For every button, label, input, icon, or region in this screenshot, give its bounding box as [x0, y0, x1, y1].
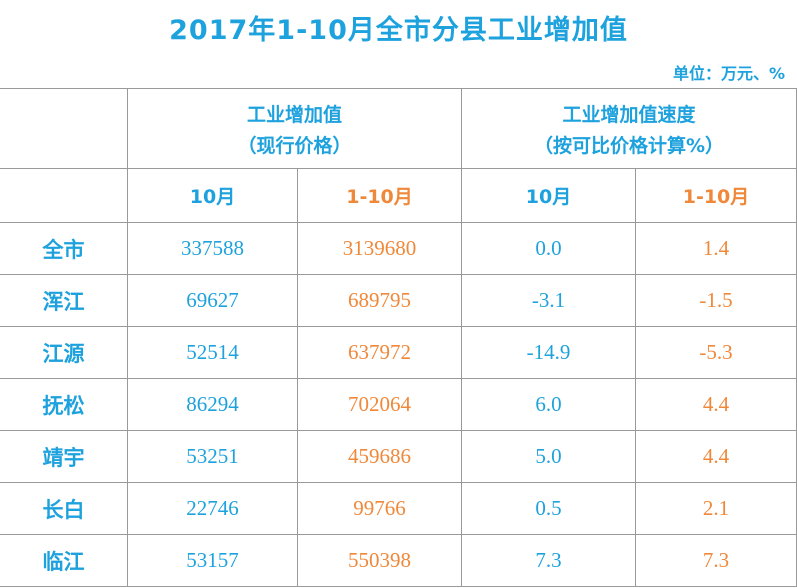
data-cell: -1.5: [636, 275, 797, 327]
data-cell: 52514: [128, 327, 298, 379]
data-cell: 459686: [298, 431, 462, 483]
row-label-text: 全市: [42, 237, 85, 262]
data-cell: 0.5: [462, 483, 636, 535]
corner-cell: [0, 169, 128, 223]
cell-value: 53251: [186, 444, 239, 468]
cell-value: 337588: [181, 236, 244, 260]
data-cell: 6.0: [462, 379, 636, 431]
cell-value: 69627: [186, 288, 239, 312]
data-cell: 637972: [298, 327, 462, 379]
row-label: 江源: [0, 327, 128, 379]
row-label-text: 江源: [42, 341, 85, 366]
data-cell: 550398: [298, 535, 462, 587]
cell-value: -14.9: [526, 340, 571, 364]
title: 2017年1-10月全市分县工业增加值: [169, 15, 628, 46]
cell-value: 550398: [348, 548, 411, 572]
sub-header-text: 10月: [525, 186, 572, 208]
data-cell: 337588: [128, 223, 298, 275]
cell-value: -5.3: [699, 340, 733, 364]
cell-value: 86294: [186, 392, 239, 416]
group-header-line: 工业增加值速度: [562, 103, 696, 126]
sub-header-text: 1-10月: [682, 186, 750, 208]
cell-value: 459686: [348, 444, 411, 468]
data-cell: 4.4: [636, 431, 797, 483]
data-cell: 1.4: [636, 223, 797, 275]
data-cell: 3139680: [298, 223, 462, 275]
row-label: 临江: [0, 535, 128, 587]
row-label: 靖宇: [0, 431, 128, 483]
cell-value: 3139680: [342, 236, 417, 260]
data-cell: 7.3: [462, 535, 636, 587]
group-header: 工业增加值速度 （按可比价格计算%）: [462, 89, 797, 169]
data-cell: 99766: [298, 483, 462, 535]
cell-value: 637972: [348, 340, 411, 364]
data-cell: -5.3: [636, 327, 797, 379]
group-header: 工业增加值 （现行价格）: [128, 89, 462, 169]
cell-value: 1.4: [702, 236, 730, 260]
cell-value: 0.5: [535, 496, 562, 520]
cell-value: -1.5: [699, 288, 733, 312]
data-cell: -14.9: [462, 327, 636, 379]
cell-value: 6.0: [535, 392, 562, 416]
cell-value: 5.0: [535, 444, 562, 468]
data-cell: 86294: [128, 379, 298, 431]
data-cell: 689795: [298, 275, 462, 327]
cell-value: 52514: [186, 340, 239, 364]
corner-cell: [0, 89, 128, 169]
data-cell: 5.0: [462, 431, 636, 483]
row-label: 抚松: [0, 379, 128, 431]
data-cell: 702064: [298, 379, 462, 431]
unit: 单位：万元、%: [672, 64, 785, 83]
group-header-line: （现行价格）: [237, 134, 352, 157]
sub-header: 1-10月: [298, 169, 462, 223]
row-label-text: 浑江: [42, 289, 85, 314]
cell-value: 99766: [353, 496, 406, 520]
sub-header: 10月: [462, 169, 636, 223]
cell-value: 2.1: [702, 496, 730, 520]
data-cell: 7.3: [636, 535, 797, 587]
row-label: 浑江: [0, 275, 128, 327]
row-label-text: 长白: [42, 497, 85, 522]
row-label: 长白: [0, 483, 128, 535]
group-header-line: （按可比价格计算%）: [533, 134, 725, 157]
cell-value: 7.3: [702, 548, 730, 572]
data-cell: 69627: [128, 275, 298, 327]
cell-value: 53157: [186, 548, 239, 572]
data-cell: 4.4: [636, 379, 797, 431]
row-label-text: 靖宇: [42, 445, 85, 470]
cell-value: -3.1: [531, 288, 566, 312]
cell-value: 4.4: [702, 444, 730, 468]
group-header-line: 工业增加值: [246, 103, 342, 126]
cell-value: 7.3: [535, 548, 562, 572]
sub-header: 1-10月: [636, 169, 797, 223]
cell-value: 0.0: [535, 236, 562, 260]
row-label: 全市: [0, 223, 128, 275]
data-cell: -3.1: [462, 275, 636, 327]
sub-header: 10月: [128, 169, 298, 223]
data-cell: 2.1: [636, 483, 797, 535]
row-label-text: 临江: [42, 549, 85, 574]
cell-value: 689795: [348, 288, 411, 312]
cell-value: 702064: [348, 392, 411, 416]
cell-value: 4.4: [702, 392, 730, 416]
sub-header-text: 10月: [189, 186, 236, 208]
sub-header-text: 1-10月: [346, 186, 413, 208]
data-cell: 0.0: [462, 223, 636, 275]
table: 工业增加值 （现行价格） 工业增加值速度 （按可比价格计算%） 10月 1-10月 10月 1…: [0, 88, 797, 588]
cell-value: 22746: [186, 496, 239, 520]
data-cell: 22746: [128, 483, 298, 535]
row-label-text: 抚松: [42, 393, 85, 418]
data-cell: 53157: [128, 535, 298, 587]
data-cell: 53251: [128, 431, 298, 483]
